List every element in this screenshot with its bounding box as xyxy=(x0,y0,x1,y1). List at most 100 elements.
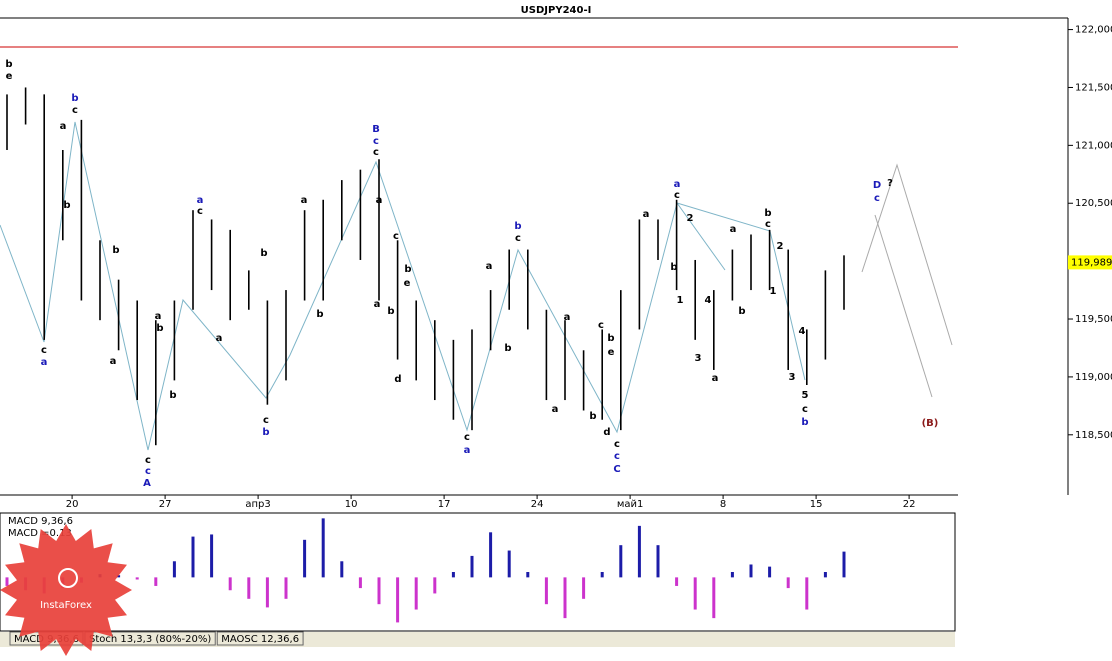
wave-lines xyxy=(0,121,953,451)
wave-label: c xyxy=(72,105,78,116)
macd-bar xyxy=(563,577,567,619)
wave-label: a xyxy=(216,333,223,344)
wave-label: a xyxy=(674,179,681,190)
wave-label: a xyxy=(110,356,117,367)
tab-bar xyxy=(0,632,955,647)
indicator-tab[interactable]: Stoch 13,3,3 (80%-20%) xyxy=(89,634,211,645)
current-price-label: 119,989 xyxy=(1071,257,1112,268)
wave-label: e xyxy=(404,278,411,289)
wave-label: D xyxy=(873,180,881,191)
wave-label: b xyxy=(112,245,119,256)
macd-bar xyxy=(693,577,697,610)
wave-label: c xyxy=(614,451,620,462)
y-tick-label: 119,000 xyxy=(1075,372,1112,383)
wave-label: c xyxy=(197,206,203,217)
macd-bar xyxy=(451,572,455,578)
logo-badge xyxy=(0,524,132,656)
wave-label: c xyxy=(373,147,379,158)
macd-bar xyxy=(154,577,158,586)
wave-label: b xyxy=(5,59,12,70)
macd-bar xyxy=(786,577,790,589)
indicator-value: MACD =0.13 xyxy=(8,528,72,539)
wave-label: c xyxy=(515,233,521,244)
macd-bar xyxy=(303,539,307,578)
x-tick-label: 15 xyxy=(810,499,823,510)
wave-label: b xyxy=(387,306,394,317)
wave-label: b xyxy=(404,264,411,275)
wave-label: b xyxy=(801,417,808,428)
macd-bar xyxy=(619,545,623,578)
macd-bar xyxy=(191,536,195,578)
wave-label: 3 xyxy=(695,353,702,364)
wave-label: a xyxy=(730,224,737,235)
x-tick-label: 24 xyxy=(531,499,544,510)
macd-bar xyxy=(377,577,381,605)
wave-label: a xyxy=(60,121,67,132)
wave-label: C xyxy=(613,464,620,475)
wave-label: c xyxy=(145,455,151,466)
y-tick-label: 122,000 xyxy=(1075,25,1112,36)
macd-bar xyxy=(172,561,176,578)
wave-label: a xyxy=(643,209,650,220)
macd-bar xyxy=(228,577,232,591)
wave-label: a xyxy=(41,357,48,368)
macd-bar xyxy=(507,550,511,578)
wave-label: b xyxy=(670,262,677,273)
x-tick-label: май1 xyxy=(617,499,644,510)
macd-bar xyxy=(340,561,344,578)
x-tick-label: 22 xyxy=(903,499,916,510)
wave-label: (B) xyxy=(922,418,939,429)
macd-bar xyxy=(749,564,753,578)
indicator-tab[interactable]: MAOSC 12,36,6 xyxy=(221,634,299,645)
x-tick-label: 8 xyxy=(720,499,726,510)
wave-label: b xyxy=(260,248,267,259)
wave-label: b xyxy=(607,333,614,344)
y-tick-label: 121,000 xyxy=(1075,140,1112,151)
macd-bar xyxy=(805,577,809,610)
y-tick-label: 118,500 xyxy=(1075,430,1112,441)
wave-label: b xyxy=(738,306,745,317)
wave-label: a xyxy=(301,195,308,206)
wave-label: 2 xyxy=(777,241,784,252)
wave-label: a xyxy=(197,195,204,206)
macd-bar xyxy=(823,572,827,578)
projection-line xyxy=(874,214,933,398)
wave-label: 1 xyxy=(770,286,777,297)
macd-bar xyxy=(414,577,418,610)
y-tick-label: 120,500 xyxy=(1075,198,1112,209)
wave-label: b xyxy=(504,343,511,354)
wave-label: e xyxy=(6,71,13,82)
macd-bar xyxy=(526,572,530,578)
wave-label: b xyxy=(71,93,78,104)
wave-label: B xyxy=(372,124,380,135)
chart-title: USDJPY240-I xyxy=(521,5,592,16)
wave-label: b xyxy=(156,323,163,334)
wave-label: c xyxy=(263,415,269,426)
wave-label: 2 xyxy=(687,213,694,224)
macd-bar xyxy=(489,532,493,578)
wave-label: a xyxy=(712,373,719,384)
macd-bar xyxy=(730,572,734,578)
wave-label: c xyxy=(41,345,47,356)
wave-label: a xyxy=(486,261,493,272)
wave-label: a xyxy=(376,195,383,206)
macd-bar xyxy=(544,577,548,605)
macd-bar xyxy=(321,518,325,578)
wave-label: b xyxy=(764,208,771,219)
wave-label: a xyxy=(155,311,162,322)
x-tick-label: 17 xyxy=(438,499,451,510)
projection-line xyxy=(861,163,953,346)
macd-bar xyxy=(842,551,846,578)
logo-icon xyxy=(58,568,78,588)
macd-bar xyxy=(712,577,716,619)
wave-label: d xyxy=(603,427,610,438)
wave-label: c xyxy=(464,432,470,443)
wave-label: e xyxy=(608,347,615,358)
wave-label: c xyxy=(393,231,399,242)
wave-label: 5 xyxy=(802,390,809,401)
wave-label: ? xyxy=(887,178,893,189)
wave-label: b xyxy=(262,427,269,438)
macd-bar xyxy=(582,577,586,599)
wave-label: c xyxy=(614,439,620,450)
